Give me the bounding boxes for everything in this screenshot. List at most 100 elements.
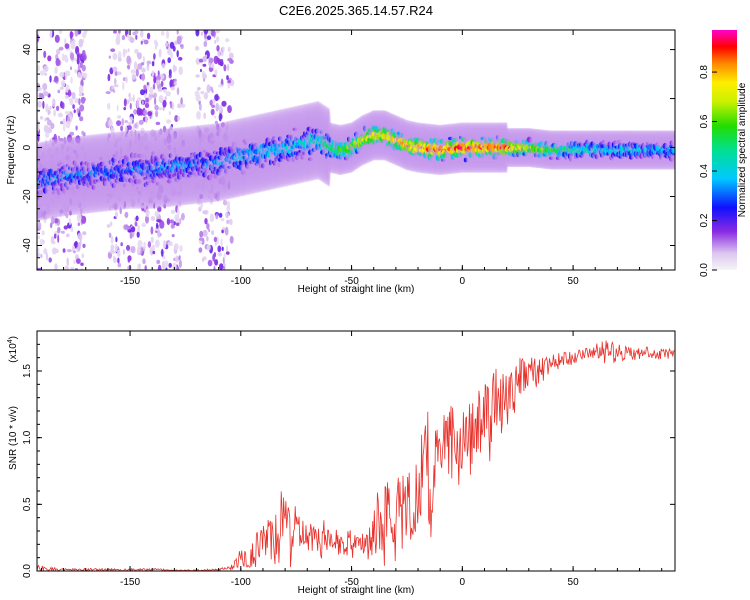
noise-blob [113,84,119,88]
noise-blob [206,84,211,93]
noise-blob [131,73,137,80]
noise-blob [123,98,127,107]
noise-blob [227,82,230,89]
noise-blob [108,232,112,238]
noise-blob [112,89,116,93]
noise-blob [203,40,208,48]
noise-blob [218,113,222,122]
noise-blob [78,98,81,106]
noise-blob [111,85,114,90]
noise-blob [61,102,65,110]
noise-blob [108,55,111,59]
noise-blob [60,230,65,234]
noise-blob [203,93,208,99]
x-tick-label: 50 [568,276,580,287]
noise-blob [208,57,214,64]
noise-blob [173,81,177,86]
noise-blob [113,30,117,34]
noise-blob [65,120,71,129]
noise-blob [136,52,140,58]
noise-blob [164,260,169,268]
noise-blob [166,119,171,123]
noise-blob [154,97,157,106]
noise-blob [216,57,221,63]
noise-blob [165,42,168,47]
noise-blob [40,253,43,259]
noise-blob [216,36,220,43]
noise-blob [161,248,164,257]
noise-blob [179,217,182,224]
noise-blob [209,99,213,106]
noise-blob [77,64,81,71]
noise-blob [194,45,200,51]
noise-blob [107,251,112,259]
noise-blob [67,89,72,97]
noise-blob [58,30,63,34]
noise-blob [106,224,111,228]
noise-blob [76,107,80,114]
noise-blob [227,46,231,53]
noise-blob [153,53,156,60]
noise-blob [77,71,82,78]
noise-blob [162,99,167,108]
snr-marks [37,340,675,571]
noise-blob [151,70,155,77]
noise-blob [107,73,111,82]
noise-blob [49,30,53,39]
noise-blob [142,258,146,265]
noise-blob [53,233,57,239]
noise-blob [39,116,44,120]
noise-blob [43,248,48,255]
noise-blob [37,33,40,43]
noise-blob [127,265,132,270]
noise-blob [170,51,174,59]
noise-blob [126,55,131,65]
noise-blob [65,233,70,238]
noise-blob [177,56,183,61]
snr-plot-area [37,331,675,571]
noise-blob [216,45,220,52]
noise-blob [42,100,45,109]
spectrogram-panel: -150 -100 -50 0 50 -40 -20 0 20 40 Height of str… [6,29,676,295]
y-tick-label: 0.5 [22,497,33,511]
noise-blob [50,236,55,244]
noise-blob [167,50,170,54]
noise-blob [78,85,84,94]
noise-blob [195,74,200,78]
noise-blob [175,216,180,223]
noise-blob [122,77,126,82]
noise-blob [168,69,172,76]
noise-blob [135,215,139,222]
snr-series-line [37,340,675,571]
noise-blob [143,39,149,45]
noise-blob [204,218,208,225]
noise-blob [64,110,70,115]
noise-blob [55,248,59,254]
y-tick-label: 1.0 [22,430,33,444]
noise-blob [42,83,48,91]
noise-blob [176,35,182,45]
noise-blob [228,52,234,60]
noise-blob [81,130,84,136]
noise-blob [195,57,201,65]
noise-blob [127,65,130,70]
noise-blob [70,52,75,61]
noise-blob [144,92,147,99]
noise-blob [208,228,211,233]
noise-blob [155,121,161,126]
noise-blob [60,80,66,88]
noise-blob [167,241,173,247]
noise-blob [203,78,206,82]
noise-blob [54,263,58,270]
noise-blob [142,56,145,64]
noise-blob [114,243,118,253]
noise-blob [143,109,148,116]
colorbar: 0.0 0.2 0.4 0.6 0.8 Normalized spectral ampl… [699,30,748,277]
snr-panel: -150 -100 -50 0 50 0.0 0.5 1.0 1.5 Height of st… [7,330,676,596]
noise-blob [225,38,230,43]
noise-blob [150,236,154,244]
spectrogram-marks [37,30,675,270]
noise-blob [110,235,114,244]
noise-blob [43,65,49,72]
